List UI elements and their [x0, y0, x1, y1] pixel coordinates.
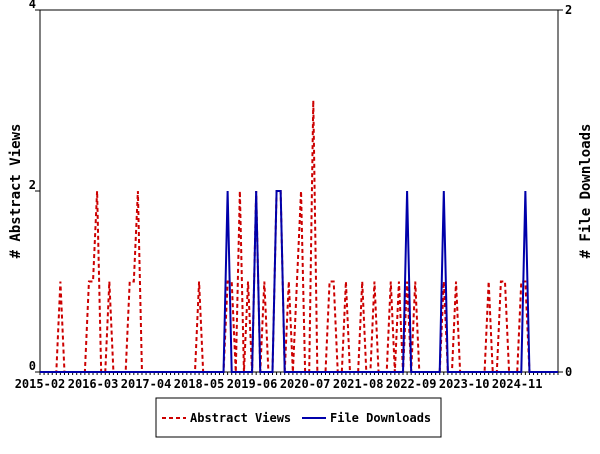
legend-label: File Downloads: [330, 411, 431, 425]
x-tick-label: 2019-06: [227, 377, 278, 391]
x-tick-label: 2017-04: [121, 377, 172, 391]
y-tick-label: 2: [29, 178, 36, 192]
x-tick-label: 2021-08: [333, 377, 384, 391]
legend-box: [155, 397, 442, 438]
x-tick-label: 2024-11: [492, 377, 543, 391]
x-tick-label: 2022-09: [386, 377, 437, 391]
y-tick-label: 4: [29, 0, 36, 11]
x-tick-label: 2023-10: [439, 377, 490, 391]
x-tick-label: 2015-02: [15, 377, 66, 391]
x-tick-label: 2016-03: [68, 377, 119, 391]
y2-tick-label: 0: [565, 365, 572, 379]
series-line: [40, 100, 558, 373]
x-tick-label: 2020-07: [280, 377, 331, 391]
y-tick-label: 0: [29, 359, 36, 373]
y2-tick-label: 2: [565, 3, 572, 17]
y-axis-title: # Abstract Views: [8, 124, 24, 259]
series-line: [40, 190, 558, 373]
x-tick-label: 2018-05: [174, 377, 225, 391]
y2-axis-title: # File Downloads: [578, 124, 594, 259]
legend-label: Abstract Views: [190, 411, 291, 425]
